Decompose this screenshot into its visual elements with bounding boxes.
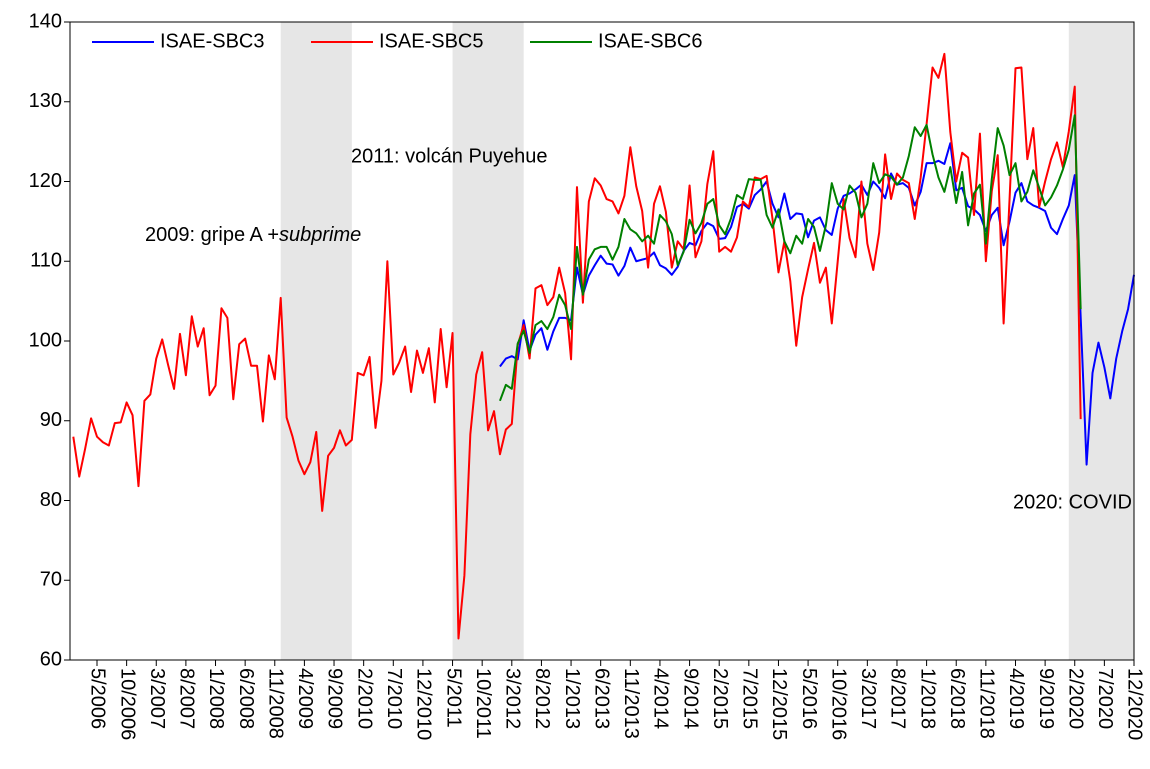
x-tick-label: 7/2015 (739, 668, 761, 729)
y-tick-label: 100 (29, 329, 62, 351)
y-tick-label: 70 (40, 569, 62, 591)
x-tick-label: 5/2006 (87, 668, 109, 729)
x-tick-label: 4/2014 (650, 668, 672, 729)
x-tick-label: 10/2016 (827, 668, 849, 740)
x-tick-label: 1/2008 (205, 668, 227, 729)
legend-label: ISAE-SBC5 (379, 30, 483, 52)
x-tick-label: 7/2020 (1094, 668, 1116, 729)
y-tick-label: 80 (40, 489, 62, 511)
x-tick-label: 4/2009 (294, 668, 316, 729)
y-tick-label: 60 (40, 648, 62, 670)
x-tick-label: 11/2008 (264, 668, 286, 739)
x-tick-label: 6/2018 (946, 668, 968, 729)
x-tick-label: 5/2016 (798, 668, 820, 729)
series-line (72, 52, 1082, 640)
x-tick-label: 2/2015 (709, 668, 731, 729)
shaded-period (280, 22, 352, 660)
x-tick-label: 12/2010 (413, 668, 435, 740)
annotation: 2011: volcán Puyehue (351, 145, 547, 167)
series-line (499, 142, 1135, 466)
legend-label: ISAE-SBC3 (160, 30, 264, 52)
x-tick-label: 2/2020 (1064, 668, 1086, 729)
annotation: 2009: gripe A +subprime (145, 224, 361, 246)
x-tick-label: 8/2017 (887, 668, 909, 729)
x-tick-label: 1/2013 (561, 668, 583, 729)
x-tick-label: 6/2008 (235, 668, 257, 729)
x-tick-label: 8/2007 (176, 668, 198, 729)
x-tick-label: 3/2007 (146, 668, 168, 729)
x-tick-label: 11/2013 (620, 668, 642, 739)
x-tick-label: 10/2006 (116, 668, 138, 740)
legend-label: ISAE-SBC6 (598, 30, 702, 52)
x-tick-label: 12/2015 (768, 668, 790, 740)
shaded-period (452, 22, 524, 660)
x-tick-label: 6/2013 (590, 668, 612, 729)
x-tick-label: 7/2010 (383, 668, 405, 729)
x-tick-label: 11/2018 (976, 668, 998, 739)
x-tick-label: 10/2011 (472, 668, 494, 739)
x-tick-label: 9/2014 (679, 668, 701, 729)
line-layer (72, 52, 1135, 640)
y-tick-label: 140 (29, 10, 62, 32)
x-tick-label: 1/2018 (916, 668, 938, 729)
x-tick-label: 8/2012 (531, 668, 553, 729)
x-tick-label: 3/2017 (857, 668, 879, 729)
x-tick-label: 12/2020 (1124, 668, 1146, 740)
series-line (499, 114, 1082, 402)
x-tick-label: 9/2019 (1035, 668, 1057, 729)
annotation-text: 2009: gripe A + (145, 224, 279, 246)
y-tick-label: 120 (29, 170, 62, 192)
x-tick-label: 2/2010 (353, 668, 375, 729)
shade-layer (280, 22, 1134, 660)
annotation-text: subprime (279, 224, 361, 246)
x-tick-label: 9/2009 (324, 668, 346, 729)
y-tick-label: 110 (30, 250, 62, 272)
x-tick-label: 3/2012 (502, 668, 524, 729)
y-tick-label: 90 (40, 409, 62, 431)
annotation: 2020: COVID (1013, 491, 1132, 513)
y-tick-label: 130 (29, 90, 62, 112)
x-tick-label: 5/2011 (442, 668, 464, 728)
x-tick-label: 4/2019 (1005, 668, 1027, 729)
